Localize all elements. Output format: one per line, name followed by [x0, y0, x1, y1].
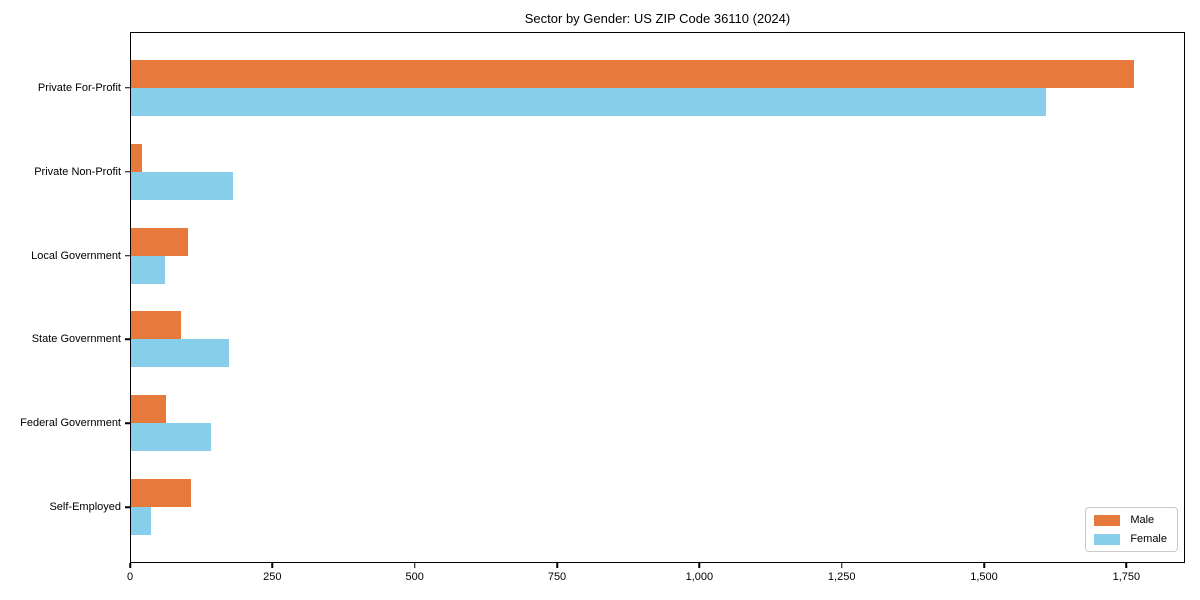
x-axis-tick-label: 1,500	[970, 571, 998, 583]
female-bar	[131, 423, 211, 452]
x-axis-tick-label: 1,250	[827, 571, 856, 583]
female-bar	[131, 171, 234, 200]
x-axis-tick-label: 750	[547, 571, 567, 583]
x-axis-tick-label: 1,000	[685, 571, 714, 583]
male-bar	[131, 143, 143, 172]
legend-label: Female	[1130, 533, 1167, 545]
category-row: Federal Government	[20, 381, 1184, 465]
female-bar	[131, 87, 1046, 116]
category-row: Private For-Profit	[38, 46, 1184, 130]
y-axis-tick	[124, 506, 130, 508]
y-axis-label: Private For-Profit	[37, 81, 121, 94]
female-bar	[131, 339, 229, 368]
x-axis-tick	[413, 563, 416, 568]
y-axis-tick	[124, 338, 130, 341]
y-axis-label: Private Non-Profit	[34, 165, 121, 178]
y-axis-tick	[124, 254, 130, 257]
x-axis-tick	[983, 563, 985, 568]
legend-swatch-male	[1094, 514, 1121, 526]
x-axis-tick	[698, 563, 701, 568]
x-axis-tick-label: 250	[263, 571, 282, 583]
x-axis-tick	[129, 563, 131, 568]
category-row: Private Non-Profit	[34, 130, 1184, 214]
female-bar	[131, 507, 151, 536]
legend-label: Male	[1130, 514, 1155, 526]
y-axis-tick	[124, 170, 130, 173]
y-axis-label: Local Government	[31, 249, 121, 262]
legend-entry: Female	[1094, 533, 1167, 545]
x-axis-tick-label: 500	[405, 571, 424, 583]
legend: Male Female	[1085, 507, 1178, 552]
bars-container: Private For-Profit Private Non-Profit Loca…	[20, 33, 1184, 562]
female-bar	[131, 255, 166, 284]
category-row: Self-Employed	[49, 465, 1184, 549]
x-axis-tick	[556, 563, 558, 568]
category-row: Local Government	[31, 214, 1184, 298]
y-axis-label: State Government	[31, 333, 121, 346]
x-axis-tick	[271, 563, 274, 568]
y-axis-label: Self-Employed	[49, 501, 121, 514]
legend-entry: Male	[1094, 514, 1167, 526]
x-axis-tick	[840, 563, 843, 568]
y-axis-tick	[124, 87, 130, 89]
chart-title: Sector by Gender: US ZIP Code 36110 (202…	[524, 11, 791, 26]
category-row: State Government	[32, 297, 1184, 381]
male-bar	[131, 395, 166, 424]
male-bar	[131, 479, 191, 508]
y-axis-label: Federal Government	[20, 417, 121, 430]
x-axis: 0 250 500 750 1,000 1,250 1,500 1,750	[126, 563, 1185, 597]
x-axis-tick-label: 0	[126, 571, 134, 583]
x-axis-tick-label: 1,750	[1112, 571, 1141, 583]
plot-area: Private For-Profit Private Non-Profit Loca…	[20, 32, 1185, 563]
x-axis-tick	[1125, 563, 1128, 568]
male-bar	[131, 59, 1134, 88]
male-bar	[131, 311, 181, 340]
legend-swatch-female	[1094, 533, 1121, 545]
male-bar	[131, 227, 188, 256]
y-axis-tick	[124, 422, 130, 424]
